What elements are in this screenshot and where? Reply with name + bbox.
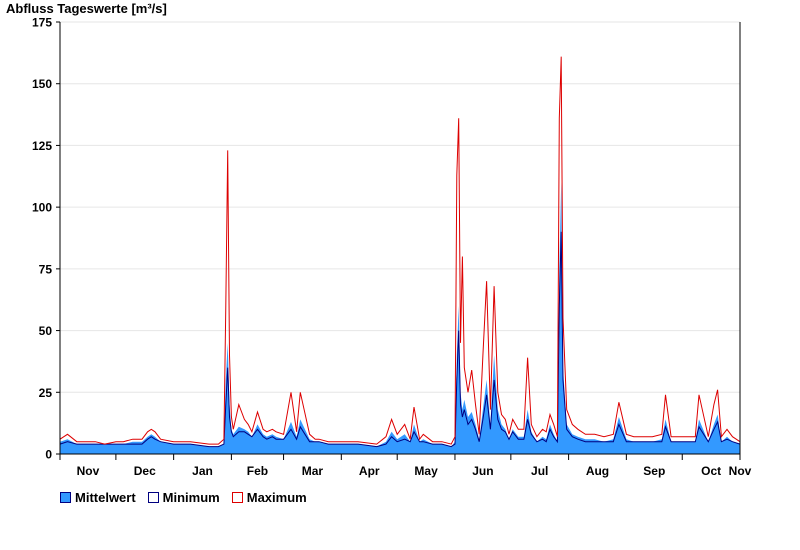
legend-label-minimum: Minimum: [162, 490, 220, 505]
grid-lines: [60, 21, 740, 393]
chart-title: Abfluss Tageswerte [m³/s]: [6, 1, 167, 16]
legend-item-mittelwert[interactable]: Mittelwert: [60, 490, 136, 505]
x-tick-label: Nov: [729, 464, 752, 478]
x-tick-label: Jul: [531, 464, 548, 478]
x-tick-label: Jan: [192, 464, 213, 478]
y-tick-label: 100: [32, 201, 52, 215]
y-tick-labels: 0 25 50 75 100 125 150 175: [32, 16, 52, 462]
x-tick-label: Sep: [643, 464, 665, 478]
series-group: [59, 56, 741, 454]
legend-swatch-minimum: [147, 492, 159, 503]
y-tick-label: 0: [45, 448, 52, 462]
chart-canvas: 0 25 50 75 100 125 150 175 Nov Dec Jan Feb Mar Apr Ma…: [32, 16, 752, 479]
legend-swatch-maximum: [231, 492, 243, 503]
series-line-minimum: [59, 231, 741, 448]
x-tick-label: Jun: [472, 464, 493, 478]
legend-item-minimum[interactable]: Minimum: [147, 490, 220, 505]
x-tick-label: Apr: [359, 464, 380, 478]
y-tick-label: 75: [39, 262, 53, 276]
x-tick-label: Nov: [77, 464, 100, 478]
x-tick-label: Feb: [247, 464, 268, 478]
x-tick-labels: Nov Dec Jan Feb Mar Apr May Jun Jul Aug Sep Oct Nov: [77, 464, 752, 478]
series-line-maximum: [59, 56, 741, 445]
y-tick-label: 50: [39, 324, 53, 338]
legend-item-maximum[interactable]: Maximum: [231, 490, 307, 505]
x-tick-label: Aug: [586, 464, 609, 478]
series-area-mittelwert: [60, 182, 740, 454]
x-tick-label: Oct: [701, 464, 721, 478]
y-tick-label: 125: [32, 139, 52, 153]
x-tick-label: May: [414, 464, 438, 478]
y-tick-label: 150: [32, 77, 52, 91]
x-tick-label: Dec: [134, 464, 156, 478]
legend-swatch-mittelwert: [60, 492, 71, 503]
legend: Mittelwert Minimum Maximum: [60, 490, 307, 505]
legend-label-mittelwert: Mittelwert: [75, 490, 136, 505]
x-tick-label: Mar: [302, 464, 324, 478]
legend-label-maximum: Maximum: [246, 490, 307, 505]
axes: [56, 21, 741, 460]
y-tick-label: 25: [39, 386, 53, 400]
y-tick-label: 175: [32, 16, 52, 30]
